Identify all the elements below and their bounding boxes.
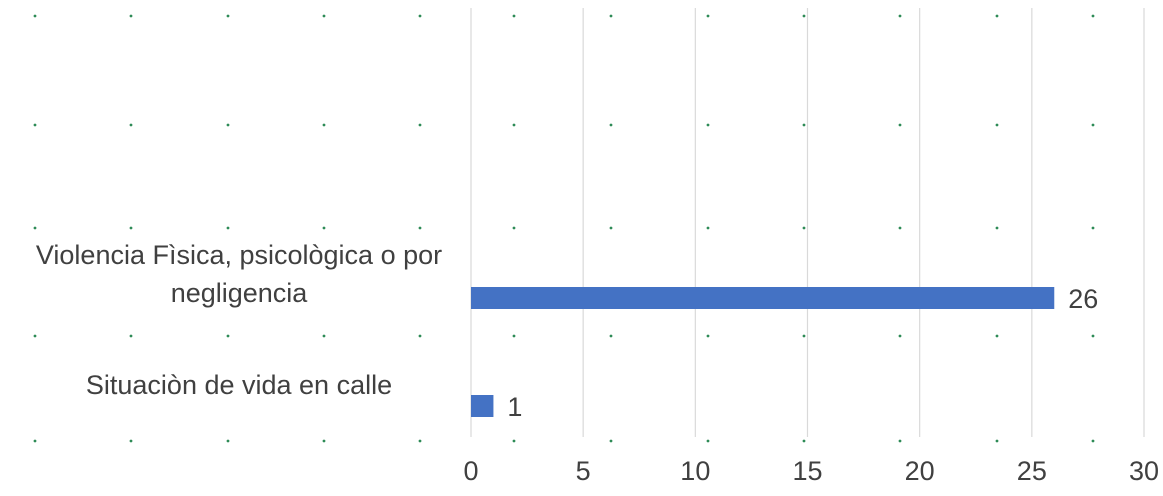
background-dot <box>129 439 133 443</box>
bar <box>471 287 1055 309</box>
category-label: negligencia <box>171 278 309 308</box>
background-dot <box>802 439 806 443</box>
background-dot <box>226 14 230 18</box>
x-tick-label: 15 <box>792 456 822 486</box>
background-dot <box>706 123 710 127</box>
background-dot <box>33 226 37 230</box>
background-dot <box>512 439 516 443</box>
background-dot <box>995 439 999 443</box>
x-tick-label: 25 <box>1017 456 1047 486</box>
gridlines <box>470 8 1145 437</box>
background-dot <box>418 123 422 127</box>
background-dot <box>802 226 806 230</box>
background-dot <box>512 226 516 230</box>
background-dot <box>898 123 902 127</box>
background-dot <box>706 334 710 338</box>
background-dot <box>1091 439 1095 443</box>
background-dot <box>322 14 326 18</box>
background-dot <box>33 439 37 443</box>
background-dot <box>226 123 230 127</box>
background-dot <box>322 334 326 338</box>
background-dot <box>995 123 999 127</box>
background-dot <box>995 226 999 230</box>
background-dot <box>609 439 613 443</box>
category-labels: Violencia Fìsica, psicològica o por negli… <box>36 240 442 400</box>
category-label: Situaciòn de vida en calle <box>86 370 392 400</box>
background-dot <box>33 123 37 127</box>
background-dot <box>1091 14 1095 18</box>
background-dot-pattern <box>33 14 1095 443</box>
background-dot <box>418 226 422 230</box>
x-axis-tick-labels: 0 5 10 15 20 25 30 <box>463 456 1159 486</box>
background-dot <box>129 226 133 230</box>
bar <box>471 395 494 417</box>
background-dot <box>418 14 422 18</box>
background-dot <box>322 123 326 127</box>
background-dot <box>512 334 516 338</box>
background-dot <box>129 334 133 338</box>
background-dot <box>512 14 516 18</box>
background-dot <box>226 334 230 338</box>
background-dot <box>706 226 710 230</box>
background-dot <box>418 334 422 338</box>
background-dot <box>802 334 806 338</box>
background-dot <box>609 334 613 338</box>
background-dot <box>1091 334 1095 338</box>
background-dot <box>1091 226 1095 230</box>
x-tick-label: 30 <box>1129 456 1159 486</box>
background-dot <box>226 226 230 230</box>
background-dot <box>802 14 806 18</box>
background-dot <box>512 123 516 127</box>
background-dot <box>898 226 902 230</box>
background-dot <box>226 439 230 443</box>
background-dot <box>898 439 902 443</box>
background-dot <box>129 14 133 18</box>
background-dot <box>129 123 133 127</box>
data-label: 1 <box>507 392 522 422</box>
background-dot <box>995 14 999 18</box>
background-dot <box>33 334 37 338</box>
category-label: Violencia Fìsica, psicològica o por <box>36 240 442 270</box>
background-dot <box>609 14 613 18</box>
background-dot <box>802 123 806 127</box>
background-dot <box>898 334 902 338</box>
background-dot <box>322 226 326 230</box>
background-dot <box>898 14 902 18</box>
background-dot <box>1091 123 1095 127</box>
x-tick-label: 0 <box>463 456 478 486</box>
data-labels: 26 1 <box>507 284 1098 422</box>
data-label: 26 <box>1068 284 1098 314</box>
bars <box>471 287 1055 417</box>
background-dot <box>706 439 710 443</box>
x-tick-label: 10 <box>680 456 710 486</box>
background-dot <box>609 226 613 230</box>
background-dot <box>609 123 613 127</box>
background-dot <box>322 439 326 443</box>
background-dot <box>33 14 37 18</box>
x-tick-label: 5 <box>576 456 591 486</box>
x-tick-label: 20 <box>905 456 935 486</box>
background-dot <box>995 334 999 338</box>
background-dot <box>418 439 422 443</box>
background-dot <box>706 14 710 18</box>
